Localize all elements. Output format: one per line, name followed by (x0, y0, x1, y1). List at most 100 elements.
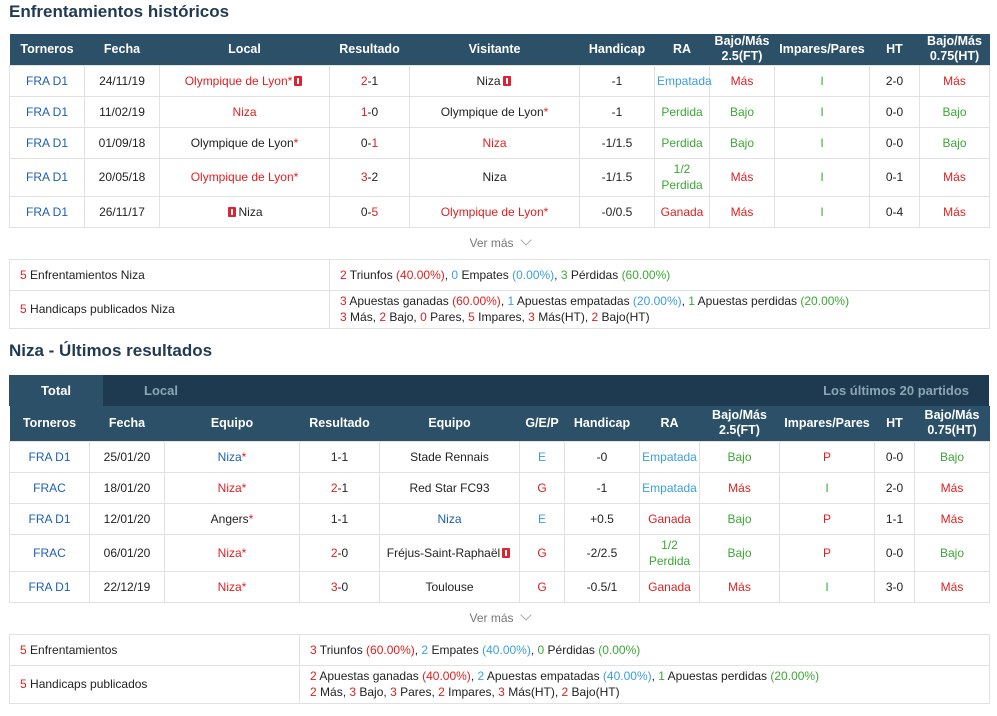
score-away: 1 (341, 449, 349, 464)
ht-cell: 0-0 (874, 440, 915, 473)
summary-segment: Bajo, (356, 685, 391, 699)
team-cell[interactable]: Niza* (164, 471, 300, 504)
gep-cell: E (519, 502, 565, 535)
team-name[interactable]: Stade Rennais (410, 449, 489, 464)
column-header: Equipo (379, 406, 520, 441)
summary-values: 2 Triunfos (40.00%), 0 Empates (0.00%), … (329, 258, 990, 291)
summary-segment: , (414, 642, 422, 657)
team-name[interactable]: Niza (238, 204, 263, 219)
team-cell[interactable]: Niza* (164, 570, 300, 603)
team-cell[interactable]: Olympique de Lyon* (159, 157, 330, 197)
summary-row: 5 Enfrentamientos Niza 2 Triunfos (40.00%… (9, 258, 990, 291)
ra-cell: Ganada (639, 502, 700, 535)
team-name[interactable]: Olympique de Lyon (190, 170, 294, 184)
team-name[interactable]: Olympique de Lyon (184, 73, 288, 88)
show-more-label[interactable]: Ver más (469, 236, 514, 250)
ht-cell: 0-0 (869, 95, 920, 128)
ra-cell: Ganada (654, 195, 710, 228)
date-cell: 26/11/17 (84, 195, 160, 228)
summary-label: 5 Enfrentamientos (9, 633, 300, 666)
team-cell[interactable]: Niza* (164, 533, 300, 572)
team-name[interactable]: Niza (217, 480, 242, 495)
summary-segment: (40.00%) (482, 642, 531, 657)
over-under-cell: Más (699, 570, 780, 603)
handicap-cell: -0.5/1 (564, 570, 640, 603)
over-under-cell: Más (709, 64, 775, 97)
show-more-button[interactable]: Ver más (9, 601, 990, 635)
team-cell[interactable]: Niza (409, 64, 580, 97)
league-cell[interactable]: FRA D1 (9, 570, 90, 603)
team-name[interactable]: Red Star FC93 (409, 480, 490, 495)
league-cell[interactable]: FRAC (9, 533, 90, 572)
team-name[interactable]: Angers (210, 511, 249, 526)
team-cell[interactable]: Olympique de Lyon* (159, 126, 330, 159)
summary-segment: 3 (310, 642, 317, 657)
team-cell[interactable]: Olympique de Lyon* (159, 64, 330, 97)
odd-even-cell: P (779, 502, 875, 535)
show-more-label[interactable]: Ver más (469, 611, 514, 625)
summary-segment: Apuestas ganadas (316, 669, 423, 683)
handicap-cell: -0 (564, 440, 640, 473)
team-cell[interactable]: Niza (159, 195, 330, 228)
summary-segment: , (530, 642, 538, 657)
team-cell[interactable]: Niza (409, 157, 580, 197)
summary-values: 3 Triunfos (60.00%), 2 Empates (40.00%),… (299, 633, 990, 666)
league-cell[interactable]: FRA D1 (9, 440, 90, 473)
summary-segment: (60.00%) (452, 294, 501, 308)
team-cell[interactable]: Niza (159, 95, 330, 128)
score-home: 0 (360, 204, 368, 219)
league-cell[interactable]: FRA D1 (9, 157, 85, 197)
handicap-cell: -0/0.5 (579, 195, 655, 228)
column-header: HT (874, 406, 915, 441)
team-cell[interactable]: Olympique de Lyon* (409, 95, 580, 128)
team-name[interactable]: Niza (476, 73, 501, 88)
score-cell: 0-5 (329, 195, 410, 228)
team-name[interactable]: Olympique de Lyon (440, 204, 544, 219)
league-cell[interactable]: FRA D1 (9, 502, 90, 535)
team-name[interactable]: Olympique de Lyon (440, 104, 544, 119)
team-name[interactable]: Niza (217, 579, 242, 594)
tab-total[interactable]: Total (9, 375, 103, 406)
league-cell[interactable]: FRA D1 (9, 126, 85, 159)
date-cell: 22/12/19 (89, 570, 165, 603)
team-cell[interactable]: Niza (409, 126, 580, 159)
team-cell[interactable]: Olympique de Lyon* (409, 195, 580, 228)
team-cell[interactable]: Red Star FC93 (379, 471, 520, 504)
team-cell[interactable]: Niza* (164, 440, 300, 473)
team-cell[interactable]: Stade Rennais (379, 440, 520, 473)
team-cell[interactable]: Toulouse (379, 570, 520, 603)
score-cell: 1-1 (299, 440, 380, 473)
team-cell[interactable]: Niza (379, 502, 520, 535)
summary-line: 2 Más, 3 Bajo, 3 Pares, 2 Impares, 3 Más… (310, 684, 987, 700)
team-name[interactable]: Toulouse (425, 579, 474, 594)
recent-table: Torneros Fecha Equipo Resultado Equipo G/E/P H… (9, 406, 990, 704)
over-under-ht-cell: Bajo (919, 95, 990, 128)
odd-even-cell: I (774, 95, 870, 128)
tab-local[interactable]: Local (144, 383, 178, 398)
score-cell: 2-1 (299, 471, 380, 504)
team-name[interactable]: Niza (482, 135, 507, 150)
team-name[interactable]: Niza (217, 545, 242, 560)
team-cell[interactable]: Fréjus-Saint-Raphaël (379, 533, 520, 572)
over-under-ht-cell: Más (919, 195, 990, 228)
last-20-matches-label[interactable]: Los últimos 20 partidos (823, 383, 969, 398)
league-cell[interactable]: FRA D1 (9, 64, 85, 97)
league-cell[interactable]: FRAC (9, 471, 90, 504)
team-name[interactable]: Fréjus-Saint-Raphaël (386, 545, 501, 560)
team-name[interactable]: Niza (217, 449, 242, 464)
score-home: 1 (330, 511, 338, 526)
column-header: Torneros (9, 406, 90, 441)
odd-even-cell: I (774, 157, 870, 197)
handicap-cell: -1 (579, 64, 655, 97)
score-cell: 1-0 (329, 95, 410, 128)
show-more-button[interactable]: Ver más (9, 226, 990, 260)
team-name[interactable]: Niza (482, 170, 507, 184)
league-cell[interactable]: FRA D1 (9, 95, 85, 128)
team-name[interactable]: Olympique de Lyon (190, 135, 294, 150)
team-cell[interactable]: Angers* (164, 502, 300, 535)
score-home: 2 (330, 480, 338, 495)
team-name[interactable]: Niza (232, 104, 257, 119)
league-cell[interactable]: FRA D1 (9, 195, 85, 228)
date-cell: 01/09/18 (84, 126, 160, 159)
team-name[interactable]: Niza (437, 511, 462, 526)
